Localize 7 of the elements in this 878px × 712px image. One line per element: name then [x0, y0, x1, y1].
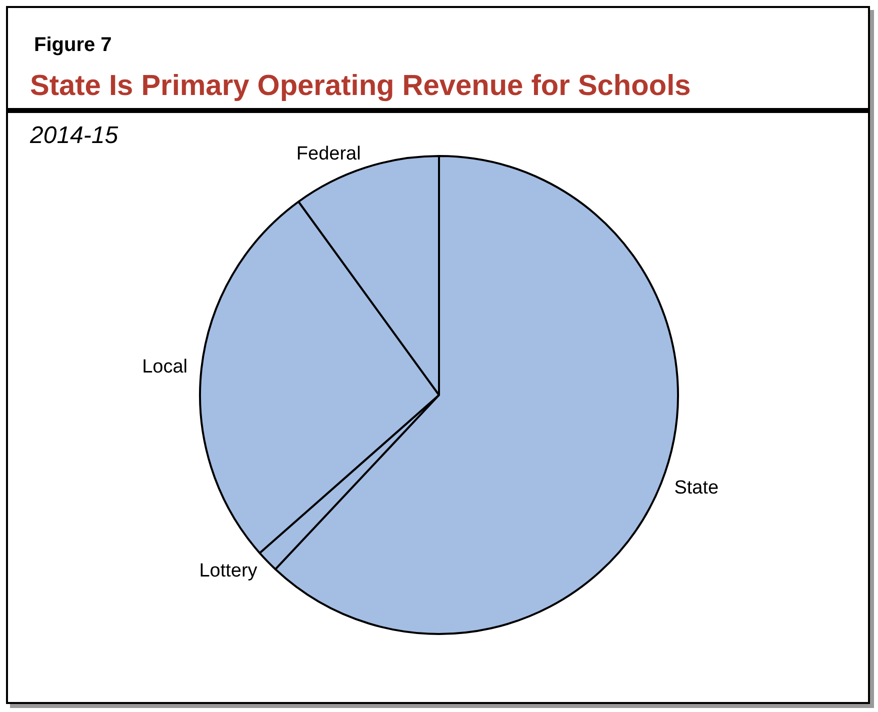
slice-label: State — [674, 477, 719, 498]
slice-label: Federal — [296, 144, 361, 165]
slice-label: Lottery — [199, 560, 258, 582]
chart-title: State Is Primary Operating Revenue for Schools — [30, 70, 691, 103]
slice-label: Local — [142, 356, 188, 378]
caption: Figure 7 — [34, 34, 112, 57]
chart-subtitle: 2014-15 — [30, 122, 118, 150]
